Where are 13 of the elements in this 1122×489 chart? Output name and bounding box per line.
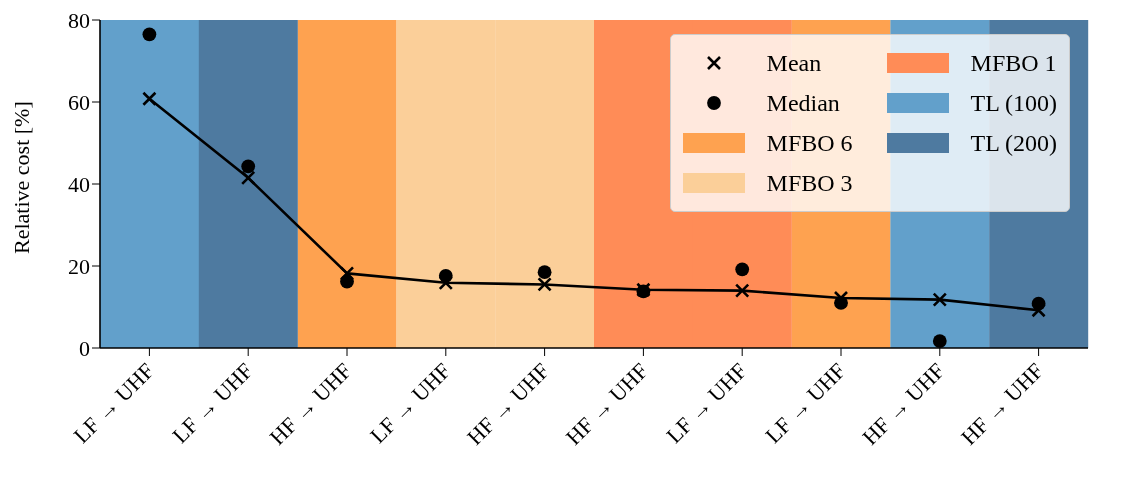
y-tick-label: 0 [79, 335, 90, 361]
legend-label: Mean [766, 49, 822, 77]
y-tick-label: 80 [68, 7, 90, 33]
legend-label: Median [766, 89, 840, 117]
legend-label: MFBO 6 [766, 129, 853, 157]
legend-label: TL (200) [970, 129, 1057, 157]
legend-label: MFBO 1 [970, 49, 1057, 77]
y-tick-label: 60 [68, 89, 90, 115]
y-axis-title: Relative cost [%] [8, 101, 34, 254]
legend-label: MFBO 3 [766, 169, 853, 197]
legend-label: TL (100) [970, 89, 1057, 117]
y-tick-label: 40 [68, 171, 90, 197]
y-tick-label: 20 [68, 253, 90, 279]
